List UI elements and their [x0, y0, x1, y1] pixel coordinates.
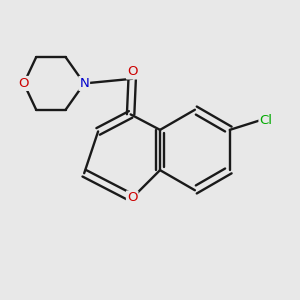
Text: N: N	[79, 77, 89, 90]
Text: O: O	[19, 77, 29, 90]
Text: O: O	[127, 65, 137, 79]
Text: Cl: Cl	[260, 114, 272, 127]
Text: O: O	[127, 191, 137, 205]
